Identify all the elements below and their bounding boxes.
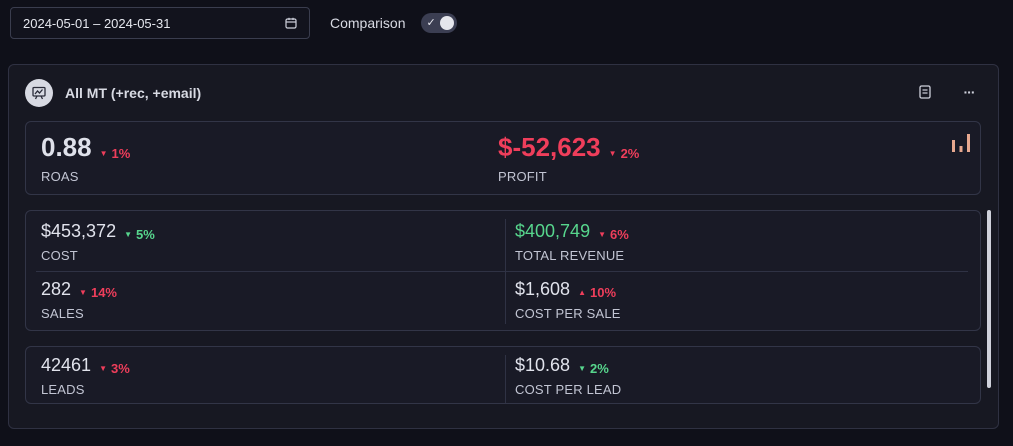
down-arrow-icon: ▼ — [608, 149, 617, 158]
comparison-control: Comparison ✓ — [330, 13, 458, 33]
delta-value: 14% — [90, 285, 117, 300]
presentation-chart-icon — [25, 79, 53, 107]
delta-badge: ▼ 2% — [609, 146, 640, 161]
delta-value: 3% — [110, 361, 130, 376]
delta-value: 1% — [111, 146, 131, 161]
metric-cost: $453,372 ▼ 5% COST — [41, 221, 155, 263]
metric-label: SALES — [41, 306, 84, 321]
cost-revenue-card: $453,372 ▼ 5% COST $400,749 ▼ 6% TOTAL REV… — [25, 210, 981, 331]
metric-sales: 282 ▼ 14% SALES — [41, 279, 117, 321]
metric-label: COST — [41, 248, 78, 263]
row-divider — [36, 271, 968, 272]
check-icon: ✓ — [426, 17, 436, 29]
delta-value: 2% — [620, 146, 640, 161]
more-glyph: ··· — [963, 84, 976, 100]
metric-label: ROAS — [41, 169, 79, 184]
delta-badge: ▼ 2% — [578, 361, 609, 376]
delta-value: 5% — [136, 227, 155, 242]
metric-value: $400,749 — [515, 221, 591, 241]
toggle-knob — [440, 16, 455, 30]
down-arrow-icon: ▼ — [99, 364, 107, 373]
date-range-value: 2024-05-01 – 2024-05-31 — [23, 15, 171, 31]
panel-title: All MT (+rec, +email) — [65, 85, 202, 101]
metrics-panel: All MT (+rec, +email) ··· 0.88 ▼ 1% ROAS … — [8, 64, 999, 429]
down-arrow-icon: ▼ — [598, 230, 606, 239]
scrollbar[interactable] — [987, 210, 991, 388]
column-divider — [505, 355, 506, 403]
delta-badge: ▲ 10% — [578, 285, 616, 300]
metric-label: LEADS — [41, 382, 85, 397]
down-arrow-icon: ▼ — [124, 230, 132, 239]
metric-value: $10.68 — [515, 355, 571, 375]
metric-value: 0.88 — [41, 132, 92, 162]
down-arrow-icon: ▼ — [99, 149, 108, 158]
delta-badge: ▼ 6% — [598, 227, 629, 242]
down-arrow-icon: ▼ — [578, 364, 586, 373]
metric-value: $1,608 — [515, 279, 571, 299]
metric-label: COST PER SALE — [515, 306, 621, 321]
delta-badge: ▼ 1% — [100, 146, 131, 161]
delta-value: 2% — [589, 361, 609, 376]
delta-value: 6% — [610, 227, 629, 242]
metric-label: PROFIT — [498, 169, 547, 184]
panel-header: All MT (+rec, +email) ··· — [25, 79, 982, 107]
more-horizontal-icon[interactable]: ··· — [960, 83, 978, 101]
delta-badge: ▼ 3% — [99, 361, 130, 376]
metric-roas: 0.88 ▼ 1% ROAS — [41, 132, 130, 184]
summary-card: 0.88 ▼ 1% ROAS $-52,623 ▼ 2% PROFIT — [25, 121, 981, 195]
date-range-picker[interactable]: 2024-05-01 – 2024-05-31 — [10, 7, 310, 39]
bar-chart-icon[interactable] — [950, 132, 972, 154]
metric-total-revenue: $400,749 ▼ 6% TOTAL REVENUE — [515, 221, 629, 263]
comparison-toggle[interactable]: ✓ — [421, 13, 458, 33]
metric-value: $-52,623 — [498, 132, 601, 162]
leads-card: 42461 ▼ 3% LEADS $10.68 ▼ 2% COST PER LEAD — [25, 346, 981, 404]
metric-cost-per-lead: $10.68 ▼ 2% COST PER LEAD — [515, 355, 621, 397]
calendar-icon — [285, 17, 297, 29]
delta-badge: ▼ 5% — [124, 227, 155, 242]
metric-value: $453,372 — [41, 221, 117, 241]
metric-value: 282 — [41, 279, 72, 299]
delta-badge: ▼ 14% — [79, 285, 117, 300]
comparison-label: Comparison — [330, 15, 406, 31]
metric-leads: 42461 ▼ 3% LEADS — [41, 355, 130, 397]
up-arrow-icon: ▲ — [578, 288, 586, 297]
metric-cost-per-sale: $1,608 ▲ 10% COST PER SALE — [515, 279, 621, 321]
down-arrow-icon: ▼ — [79, 288, 87, 297]
toolbar: 2024-05-01 – 2024-05-31 Comparison ✓ — [10, 7, 458, 39]
metric-label: TOTAL REVENUE — [515, 248, 625, 263]
document-icon[interactable] — [916, 83, 934, 101]
metric-value: 42461 — [41, 355, 92, 375]
delta-value: 10% — [589, 285, 617, 300]
panel-actions: ··· — [916, 83, 978, 101]
metric-label: COST PER LEAD — [515, 382, 622, 397]
metric-profit: $-52,623 ▼ 2% PROFIT — [498, 132, 639, 184]
